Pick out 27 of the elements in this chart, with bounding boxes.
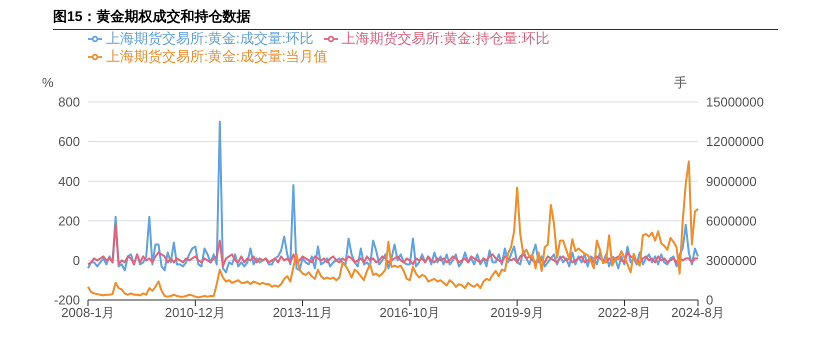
legend-label: 上海期货交易所:黄金:成交量:环比 [106, 30, 314, 46]
legend-label: 上海期货交易所:黄金:持仓量:环比 [342, 30, 550, 46]
line-series [87, 120, 699, 274]
x-tick-label: 2024-8月 [671, 305, 725, 320]
y2-tick-label: 9000000 [706, 174, 757, 189]
y2-tick-label: 0 [706, 292, 714, 308]
y2-tick-label: 12000000 [706, 134, 764, 150]
y-tick-label: 800 [58, 94, 80, 110]
y2-tick-label: 3000000 [706, 253, 757, 268]
legend-label: 上海期货交易所:黄金:成交量:当月值 [106, 48, 328, 64]
y-tick-label: 400 [58, 174, 80, 189]
y2-axis-title: 手 [674, 75, 687, 90]
y-axis-title: % [42, 75, 54, 90]
y2-tick-label: 15000000 [706, 94, 764, 110]
y-tick-label: 0 [72, 253, 80, 268]
y2-tick-label: 6000000 [706, 213, 757, 228]
x-tick-label: 2013-11月 [272, 305, 332, 320]
x-tick-label: 2010-12月 [164, 305, 226, 320]
x-tick-label: 2016-10月 [380, 305, 440, 320]
line-series [87, 224, 699, 268]
y-tick-label: 200 [58, 213, 80, 228]
x-tick-label: 2019-9月 [490, 305, 544, 320]
y-tick-label: 600 [58, 134, 80, 150]
chart-title: 图15：黄金期权成交和持仓数据 [53, 8, 778, 30]
x-tick-label: 2022-8月 [598, 305, 652, 320]
y-tick-label: -200 [54, 292, 80, 308]
x-tick-label: 2008-1月 [61, 305, 115, 320]
